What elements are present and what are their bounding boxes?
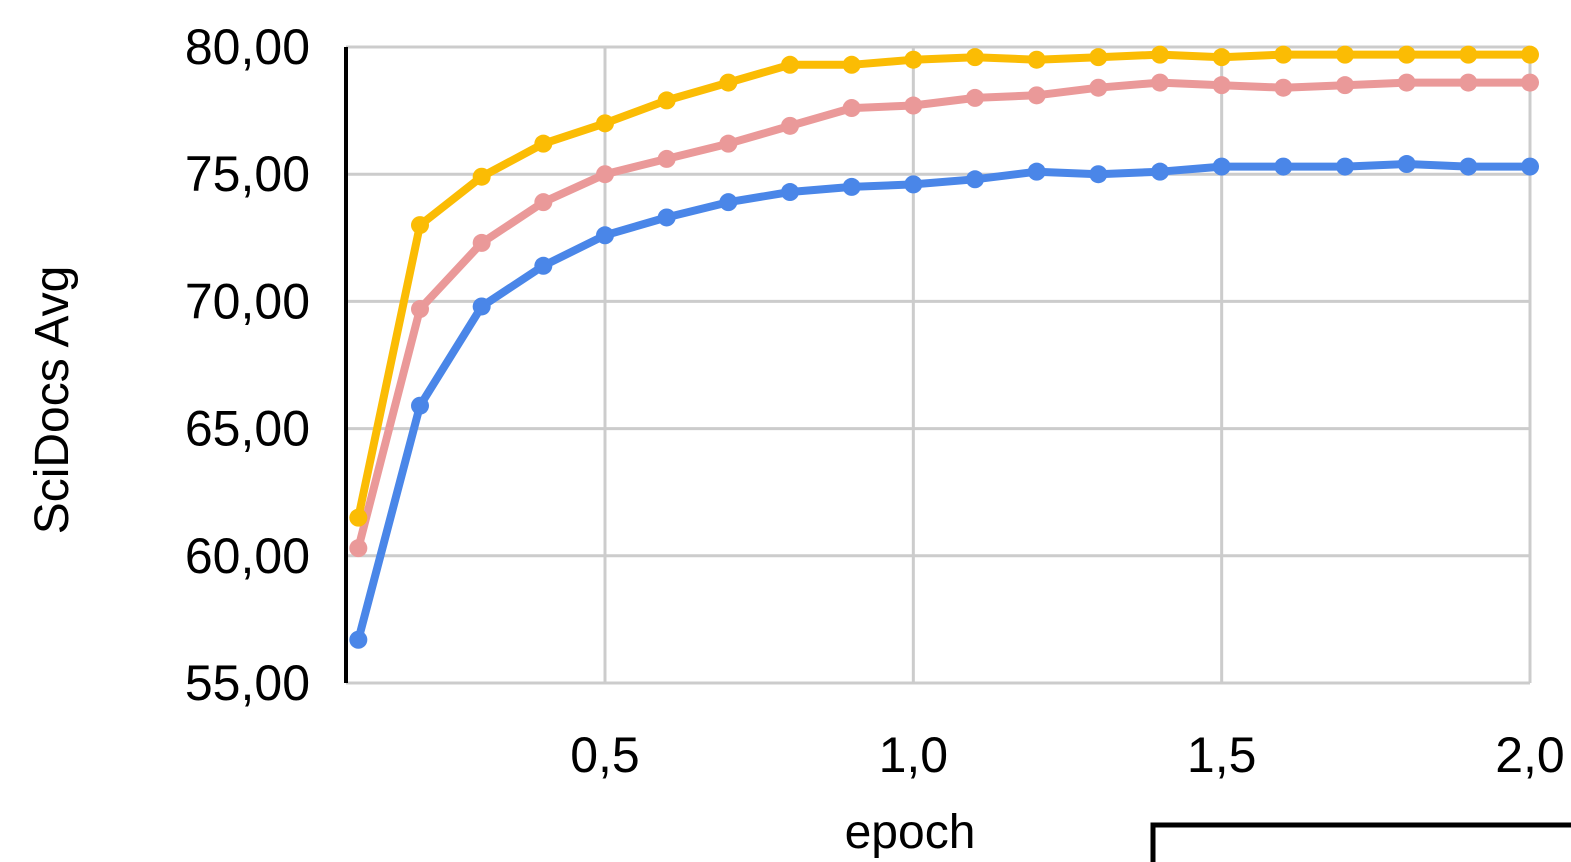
data-point (657, 91, 676, 110)
data-point (657, 149, 676, 168)
data-point (966, 88, 984, 107)
data-point (904, 50, 923, 69)
data-point (411, 300, 429, 319)
data-point (1521, 73, 1539, 92)
data-point (1089, 48, 1108, 67)
x-tick-label: 1,0 (879, 727, 949, 783)
data-point (1521, 45, 1539, 64)
data-point (966, 48, 984, 67)
data-point (596, 114, 614, 133)
data-point (1027, 86, 1046, 105)
data-point (781, 116, 799, 135)
data-point (534, 256, 553, 275)
x-tick-label: 0,5 (570, 727, 640, 783)
data-point (1397, 45, 1416, 64)
data-point (1151, 45, 1169, 64)
series-group (349, 45, 1539, 527)
data-point (904, 96, 923, 115)
data-point (842, 55, 861, 74)
y-tick-label: 70,00 (185, 273, 310, 329)
data-point (472, 167, 491, 186)
data-point (1459, 73, 1478, 92)
data-point (349, 630, 368, 649)
data-series (349, 45, 1539, 649)
data-point (1521, 157, 1539, 176)
series-line (354, 50, 1534, 522)
data-point (1459, 157, 1478, 176)
y-tick-label: 60,00 (185, 528, 310, 584)
data-point (534, 193, 553, 212)
data-point (1274, 157, 1293, 176)
x-axis-label: epoch (845, 806, 976, 859)
data-point (904, 175, 923, 194)
data-point (1336, 157, 1354, 176)
x-tick-label: 1,5 (1187, 727, 1257, 783)
data-point (1459, 45, 1478, 64)
data-point (1397, 155, 1416, 174)
data-point (596, 165, 614, 184)
series-group (349, 73, 1539, 558)
data-point (966, 170, 984, 189)
data-point (719, 193, 738, 212)
data-point (1027, 50, 1046, 69)
y-axis-label: SciDocs Avg (26, 266, 79, 535)
data-point (349, 508, 368, 527)
legend-box-corner (1150, 822, 1571, 862)
data-point (781, 183, 799, 202)
data-point (1397, 73, 1416, 92)
data-point (472, 297, 491, 316)
series-group (349, 155, 1539, 649)
y-tick-label: 75,00 (185, 146, 310, 202)
y-tick-label: 80,00 (185, 19, 310, 75)
data-point (596, 226, 614, 245)
data-point (1274, 78, 1293, 97)
data-point (1089, 165, 1108, 184)
series-line (354, 78, 1534, 553)
data-point (1027, 162, 1046, 181)
data-point (534, 134, 553, 153)
data-point (1151, 73, 1169, 92)
data-point (842, 99, 861, 118)
y-tick-label: 55,00 (185, 655, 310, 711)
data-point (1336, 76, 1354, 95)
x-tick-label: 2,0 (1495, 727, 1565, 783)
data-point (411, 396, 429, 415)
data-point (781, 55, 799, 74)
data-point (1212, 157, 1231, 176)
data-point (1151, 162, 1169, 181)
grid-lines (346, 45, 1532, 685)
data-point (472, 233, 491, 252)
data-point (349, 539, 368, 558)
data-point (1212, 48, 1231, 67)
data-point (657, 208, 676, 227)
data-point (719, 134, 738, 153)
data-point (411, 216, 429, 235)
data-point (1089, 78, 1108, 97)
axis-ticks: 55,00 60,00 65,00 70,00 75,00 80,00 0,5 1,0 1,5 2… (185, 19, 1565, 783)
series-line (354, 160, 1534, 644)
y-tick-label: 65,00 (185, 401, 310, 457)
data-point (1212, 76, 1231, 95)
data-point (1336, 45, 1354, 64)
data-point (842, 177, 861, 196)
data-point (719, 73, 738, 92)
data-point (1274, 45, 1293, 64)
